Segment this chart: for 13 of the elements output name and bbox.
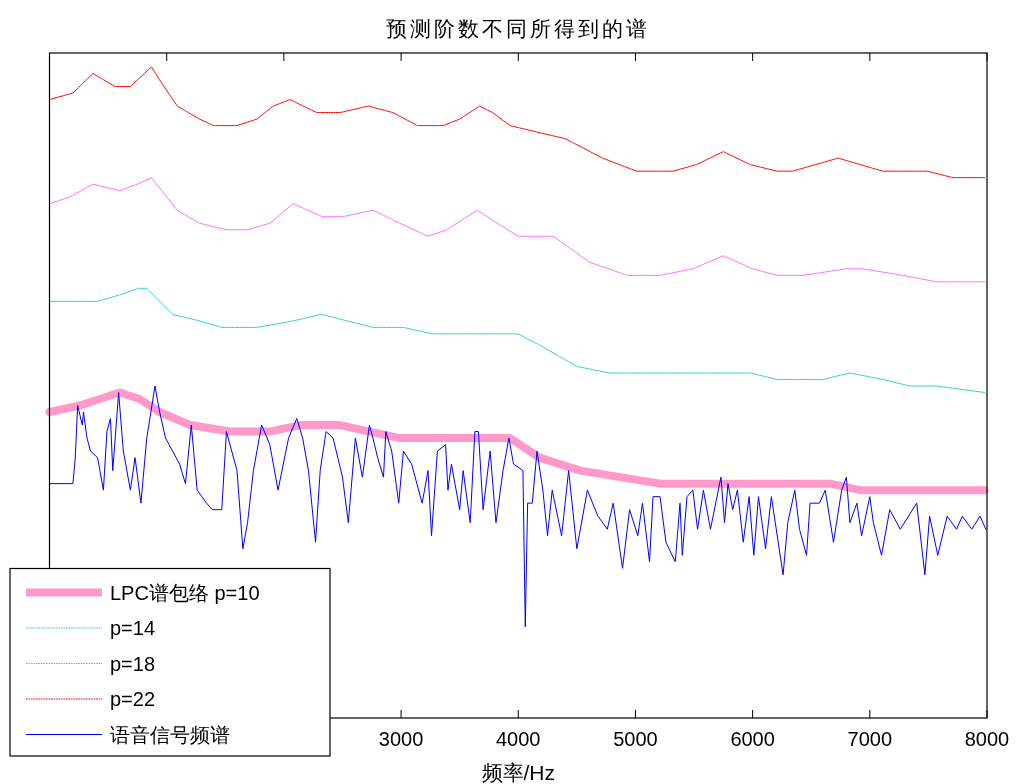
legend-label: p=14 (110, 617, 156, 639)
legend-label: p=18 (110, 652, 156, 675)
legend-label: LPC谱包络 p=10 (110, 581, 260, 604)
x-tick-label: 4000 (496, 728, 541, 750)
legend-label: p=22 (110, 688, 156, 710)
x-tick-label: 6000 (730, 728, 775, 750)
x-tick-label: 8000 (964, 728, 1010, 750)
chart-title: 预测阶数不同所得到的谱 (386, 17, 651, 40)
legend-label: 语音信号频谱 (110, 723, 230, 746)
x-tick-label: 7000 (847, 728, 893, 750)
x-axis-title: 频率/Hz (481, 761, 555, 784)
x-tick-label: 3000 (378, 728, 424, 750)
x-tick-label: 5000 (613, 728, 658, 750)
